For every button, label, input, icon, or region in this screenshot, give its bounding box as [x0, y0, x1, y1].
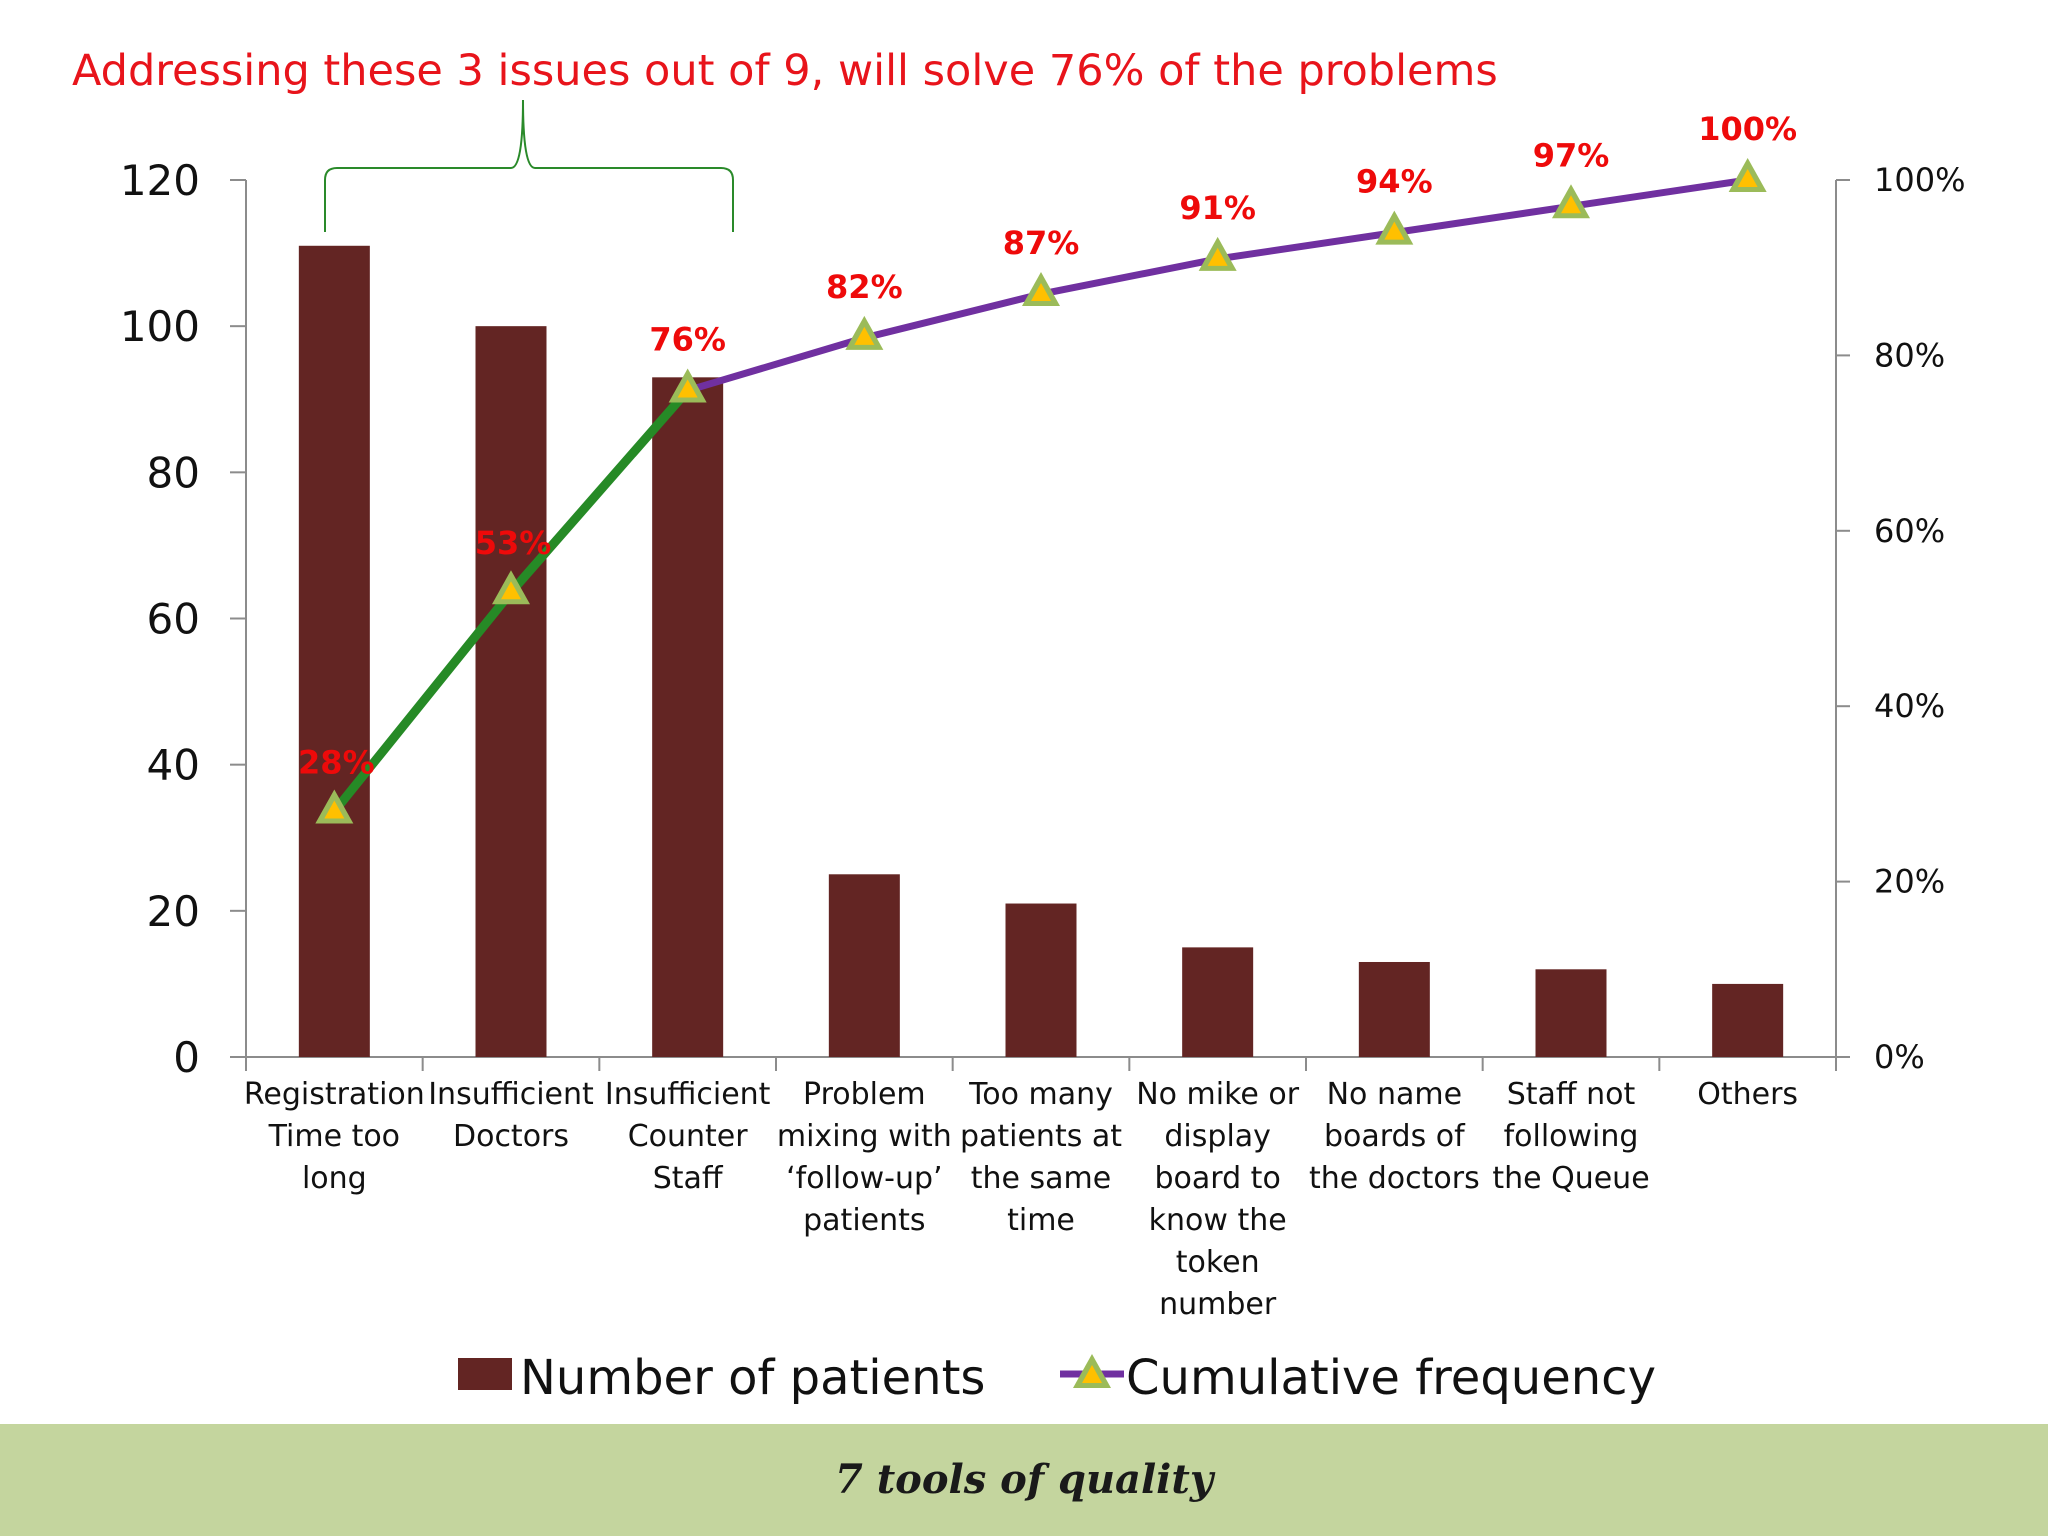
footer-text: 7 tools of quality: [834, 1456, 1214, 1503]
x-tick-label-line: Problem: [803, 1077, 926, 1112]
x-tick-label: Staff not following the Queue: [1492, 1077, 1649, 1196]
x-tick-label: Too many patients at the same time: [960, 1077, 1122, 1238]
x-tick-label-line: the doctors: [1309, 1161, 1480, 1196]
x-tick-label-line: Staff not: [1507, 1077, 1636, 1112]
x-tick-label-line: No mike or: [1136, 1077, 1300, 1112]
cumulative-data-label: 100%: [1698, 110, 1797, 148]
y-left-tick-label: 0: [173, 1033, 200, 1082]
cumulative-marker-inner: [1737, 169, 1758, 187]
cumulative-data-label: 82%: [826, 268, 903, 306]
x-tick-label-line: patients: [803, 1203, 925, 1238]
x-tick-label-line: Time too: [268, 1119, 400, 1154]
x-tick-label-line: mixing with: [777, 1119, 952, 1154]
x-tick-label-line: token: [1176, 1245, 1260, 1280]
y-right-tick-label: 100%: [1874, 161, 1965, 199]
x-tick-label-line: Doctors: [453, 1119, 569, 1154]
y-left-tick-label: 40: [147, 741, 200, 790]
cumulative-marker-inner: [501, 581, 521, 600]
x-tick-label-line: time: [1007, 1203, 1075, 1238]
bar: [828, 874, 900, 1057]
cumulative-data-label: 53%: [475, 524, 552, 562]
y-left-tick-label: 80: [147, 448, 200, 497]
x-tick-label-line: the same: [971, 1161, 1111, 1196]
x-tick-label-line: No name: [1327, 1077, 1462, 1112]
y-left-tick-label: 120: [120, 156, 200, 205]
cumulative-marker-inner: [1561, 195, 1581, 214]
cumulative-data-label: 91%: [1179, 189, 1256, 227]
x-tick-label-line: ‘follow-up’: [786, 1161, 942, 1196]
y-right-tick-label: 0%: [1874, 1038, 1925, 1076]
bar: [1005, 903, 1077, 1057]
y-left-tick-label: 60: [147, 595, 200, 644]
x-tick-label-line: the Queue: [1492, 1161, 1649, 1196]
cumulative-data-label: 28%: [298, 743, 375, 781]
bar: [1712, 983, 1784, 1057]
x-tick-label-line: Insufficient: [428, 1077, 594, 1112]
x-tick-label: Insufficient Counter Staff: [605, 1077, 771, 1196]
cumulative-data-label: 87%: [1003, 224, 1080, 262]
cumulative-data-label: 76%: [649, 320, 726, 358]
y-right-tick-label: 60%: [1874, 512, 1945, 550]
bar: [475, 326, 547, 1058]
pareto-chart: 0 20 40 60 80 100 120 0% 20% 40% 60% 80% 100% Registr…: [120, 99, 1965, 1406]
x-tick-label-line: long: [302, 1161, 367, 1196]
x-tick-label: Registration Time too long: [244, 1077, 425, 1196]
cumulative-data-label: 94%: [1356, 163, 1433, 201]
x-tick-label-line: Counter: [628, 1119, 749, 1154]
legend-swatch-bars: [458, 1358, 512, 1390]
bar: [1535, 969, 1607, 1057]
cumulative-marker-inner: [324, 800, 345, 819]
y-right-tick-label: 20%: [1874, 863, 1945, 901]
footer-bar: 7 tools of quality: [0, 1424, 2048, 1536]
bracket-annotation: [324, 99, 734, 232]
cumulative-marker-inner: [854, 326, 875, 345]
x-tick-label-line: Insufficient: [605, 1077, 771, 1112]
bar: [1182, 947, 1254, 1057]
legend-label-line: Cumulative frequency: [1126, 1350, 1656, 1406]
cumulative-marker-inner: [677, 379, 698, 398]
y-right-tick-label: 80%: [1874, 336, 1945, 374]
x-tick-label-line: Registration: [244, 1077, 425, 1112]
x-tick-label-line: boards of: [1324, 1119, 1466, 1154]
cumulative-marker-inner: [1207, 247, 1228, 266]
x-tick-label: Problem mixing with ‘follow-up’ patients: [777, 1077, 952, 1238]
y-right-tick-label: 40%: [1874, 687, 1945, 725]
legend-label-bars: Number of patients: [520, 1350, 985, 1406]
cumulative-data-label: 97%: [1533, 136, 1610, 174]
x-tick-label: Others: [1697, 1077, 1798, 1112]
bar: [298, 245, 370, 1057]
x-tick-label-line: Too many: [968, 1077, 1113, 1112]
bar: [652, 377, 724, 1057]
y-left-tick-label: 20: [147, 887, 200, 936]
x-tick-label-line: display: [1164, 1119, 1271, 1154]
x-tick-label: Insufficient Doctors: [428, 1077, 594, 1154]
x-tick-label-line: Others: [1697, 1077, 1798, 1112]
x-tick-label: No name boards of the doctors: [1309, 1077, 1480, 1196]
x-tick-label-line: patients at: [960, 1119, 1122, 1154]
x-tick-label: No mike or display board to know the token nu…: [1136, 1077, 1300, 1322]
x-tick-label-line: Staff: [653, 1161, 724, 1196]
x-tick-label-line: know the: [1149, 1203, 1287, 1238]
cumulative-marker-inner: [1384, 221, 1405, 240]
legend-marker-inner: [1082, 1365, 1102, 1383]
annotation-text: Addressing these 3 issues out of 9, will…: [72, 46, 1498, 96]
y-left-tick-label: 100: [120, 302, 200, 351]
x-tick-label-line: following: [1504, 1119, 1639, 1154]
x-tick-label-line: number: [1159, 1287, 1277, 1322]
bar: [1358, 961, 1430, 1057]
x-tick-label-line: board to: [1155, 1161, 1281, 1196]
cumulative-marker-inner: [1031, 283, 1051, 302]
